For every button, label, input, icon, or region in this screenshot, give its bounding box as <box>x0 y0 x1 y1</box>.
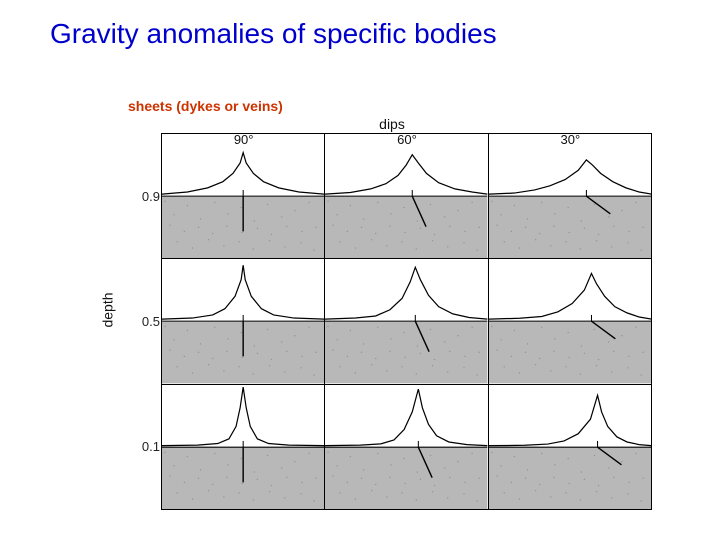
panel-cell <box>324 384 488 510</box>
dip-label: 60° <box>327 132 487 147</box>
panel-cell <box>324 258 488 384</box>
dip-label: 30° <box>490 132 650 147</box>
depth-label: 0.5 <box>132 314 160 329</box>
panel-cell <box>161 133 325 259</box>
panel-cell <box>488 258 652 384</box>
panel-cell <box>161 384 325 510</box>
depth-label: 0.9 <box>132 189 160 204</box>
figure-panel: depth dips <box>132 120 652 520</box>
page-title: Gravity anomalies of specific bodies <box>50 18 497 50</box>
panel-cell <box>488 384 652 510</box>
panel-cell <box>488 133 652 259</box>
depth-label: 0.1 <box>132 439 160 454</box>
subtitle: sheets (dykes or veins) <box>128 98 283 114</box>
dip-label: 90° <box>164 132 324 147</box>
y-axis-text: depth <box>100 292 116 327</box>
y-axis-label: depth <box>94 120 122 500</box>
panel-cell <box>324 133 488 259</box>
x-axis-label: dips <box>132 116 652 132</box>
panel-cell <box>161 258 325 384</box>
panel-grid <box>162 134 652 510</box>
